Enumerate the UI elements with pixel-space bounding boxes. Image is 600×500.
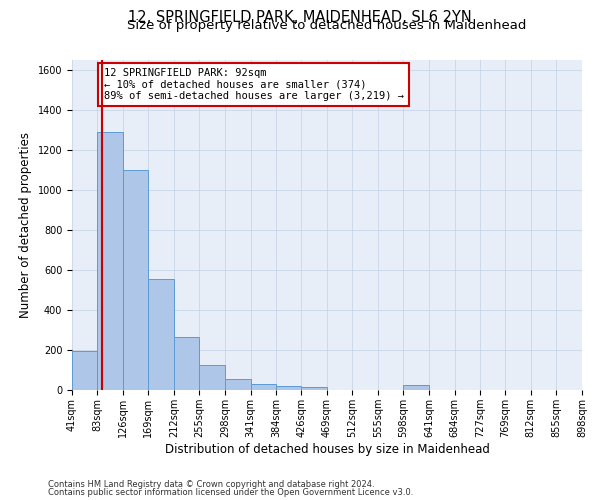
Text: 12, SPRINGFIELD PARK, MAIDENHEAD, SL6 2YN: 12, SPRINGFIELD PARK, MAIDENHEAD, SL6 2Y…	[128, 10, 472, 25]
Bar	[199, 365, 225, 390]
Text: Contains HM Land Registry data © Crown copyright and database right 2024.: Contains HM Land Registry data © Crown c…	[48, 480, 374, 489]
Bar	[122, 170, 148, 390]
Bar	[174, 337, 199, 390]
Title: Size of property relative to detached houses in Maidenhead: Size of property relative to detached ho…	[127, 20, 527, 32]
Bar	[225, 379, 251, 390]
Text: 12 SPRINGFIELD PARK: 92sqm
← 10% of detached houses are smaller (374)
89% of sem: 12 SPRINGFIELD PARK: 92sqm ← 10% of deta…	[104, 68, 404, 101]
Bar	[148, 279, 174, 390]
Bar	[301, 387, 327, 390]
Bar	[403, 385, 429, 390]
Bar	[276, 386, 301, 390]
Bar	[97, 132, 122, 390]
Bar	[72, 351, 97, 390]
Bar	[251, 384, 276, 390]
Y-axis label: Number of detached properties: Number of detached properties	[19, 132, 32, 318]
Text: Contains public sector information licensed under the Open Government Licence v3: Contains public sector information licen…	[48, 488, 413, 497]
X-axis label: Distribution of detached houses by size in Maidenhead: Distribution of detached houses by size …	[164, 442, 490, 456]
